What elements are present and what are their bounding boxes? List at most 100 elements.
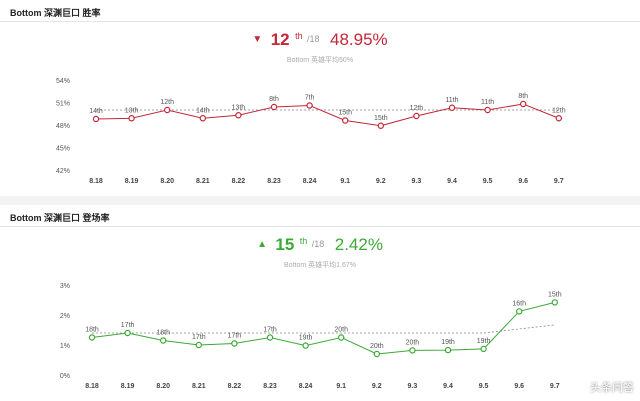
watermark: 头条问答 [590, 382, 634, 394]
x-tick-label: 9.2 [372, 383, 382, 390]
x-tick-label: 9.4 [443, 383, 453, 390]
win-rate-rank-total: /18 [307, 34, 320, 44]
x-tick-label: 8.24 [299, 383, 313, 390]
y-tick-label: 3% [60, 283, 70, 290]
pick-rate-panel-title: Bottom 深渊巨口 登场率 [0, 205, 640, 227]
x-tick-label: 8.23 [267, 178, 281, 185]
data-point [551, 299, 559, 306]
data-point [199, 115, 206, 122]
data-point [373, 350, 380, 358]
x-tick-label: 9.6 [514, 383, 524, 390]
win-rate-chart: 54% 51% 48% 45% 42% 8.18 8.19 8.20 8.21 8.22 8.23 8… [56, 78, 566, 185]
data-label: 20th [406, 339, 420, 346]
win-rate-average-text: Bottom 英雄平均50% [286, 57, 354, 64]
data-point [306, 102, 313, 109]
x-tick-label: 9.5 [483, 178, 493, 185]
win-rate-panel-title: Bottom 深渊巨口 胜率 [0, 0, 640, 22]
pick-rate-rank: 15 [275, 235, 295, 254]
data-point [195, 341, 202, 349]
x-tick-label: 9.3 [412, 178, 422, 185]
y-tick-label: 1% [60, 343, 70, 350]
win-rate-kpi: ▼ 12 th /18 48.95% [0, 30, 640, 50]
data-point [444, 346, 452, 354]
pick-rate-panel: Bottom 深渊巨口 登场率 ▲ 15 th /18 2.42% Bottom… [0, 205, 640, 401]
data-label: 19th [477, 338, 491, 345]
data-point [163, 106, 171, 114]
data-label: 7th [305, 95, 315, 102]
data-point [520, 100, 527, 108]
pick-rate-kpi: ▲ 15 th /18 2.42% [0, 235, 640, 255]
pick-rate-average-text: Bottom 英雄平均1.67% [284, 262, 356, 269]
data-label: 13th [232, 104, 246, 111]
data-label: 12th [552, 107, 566, 114]
x-tick-label: 9.7 [554, 178, 564, 185]
data-point [413, 112, 420, 120]
y-tick-label: 54% [56, 78, 70, 85]
x-tick-label: 9.1 [336, 383, 346, 390]
series-line [95, 103, 559, 127]
win-rate-percent: 48.95% [330, 30, 388, 49]
data-point [266, 334, 274, 341]
data-label: 14th [89, 108, 103, 115]
data-label: 15th [548, 291, 562, 298]
x-tick-label: 8.21 [192, 383, 206, 390]
x-tick-label: 9.6 [518, 178, 528, 185]
data-label: 11th [481, 99, 494, 106]
data-label: 18th [85, 327, 99, 334]
data-point [128, 115, 135, 122]
data-label: 13th [125, 107, 139, 114]
data-label: 11th [445, 97, 458, 104]
data-label: 16th [512, 300, 526, 307]
data-point [480, 345, 487, 353]
x-tick-label: 8.22 [228, 383, 242, 390]
x-tick-label: 8.24 [303, 178, 317, 185]
trend-up-icon: ▲ [257, 239, 267, 250]
data-label: 18th [156, 330, 170, 337]
data-point [516, 308, 523, 315]
data-point [555, 115, 563, 122]
data-label: 15th [374, 115, 388, 122]
y-tick-label: 42% [56, 168, 70, 175]
series-line [91, 301, 555, 355]
x-tick-label: 8.20 [160, 178, 174, 185]
x-tick-label: 9.5 [479, 383, 489, 390]
data-label: 20th [370, 343, 384, 350]
data-point [88, 334, 96, 341]
y-tick-label: 45% [56, 146, 70, 153]
data-point [235, 112, 242, 119]
x-tick-label: 8.19 [121, 383, 135, 390]
data-label: 12th [410, 105, 424, 112]
y-tick-label: 51% [56, 101, 70, 108]
trend-down-icon: ▼ [252, 34, 263, 45]
data-label: 14th [196, 107, 210, 114]
x-tick-label: 8.22 [232, 178, 246, 185]
x-tick-label: 8.19 [125, 178, 139, 185]
data-label: 17th [228, 333, 242, 340]
win-rate-rank-suffix: th [295, 31, 303, 41]
data-label: 8th [518, 93, 528, 100]
y-tick-label: 0% [60, 373, 70, 380]
data-label: 15th [338, 110, 352, 117]
data-label: 17th [121, 322, 135, 329]
data-point [338, 334, 345, 341]
x-tick-label: 8.21 [196, 178, 210, 185]
pick-rate-percent: 2.42% [334, 235, 383, 254]
data-label: 17th [263, 327, 277, 334]
data-point [159, 337, 167, 344]
data-label: 20th [334, 327, 348, 334]
pick-rate-chart: 3% 2% 1% 0% 8.18 8.19 8.20 8.21 8.22 8.23 8.24 9.1 9… [60, 283, 562, 390]
data-point [124, 329, 131, 337]
data-label: 17th [192, 334, 206, 341]
data-label: 12th [160, 99, 174, 106]
x-tick-label: 9.7 [550, 383, 560, 390]
x-tick-label: 9.2 [376, 178, 386, 185]
data-point [231, 340, 238, 347]
data-label: 19th [441, 339, 455, 346]
x-tick-label: 8.18 [85, 383, 99, 390]
x-tick-label: 9.1 [340, 178, 350, 185]
data-point [342, 117, 349, 124]
data-label: 19th [299, 335, 313, 342]
y-tick-label: 48% [56, 123, 70, 130]
win-rate-panel: Bottom 深渊巨口 胜率 ▼ 12 th /18 48.95% Bottom… [0, 0, 640, 196]
pick-rate-rank-total: /18 [311, 239, 325, 249]
